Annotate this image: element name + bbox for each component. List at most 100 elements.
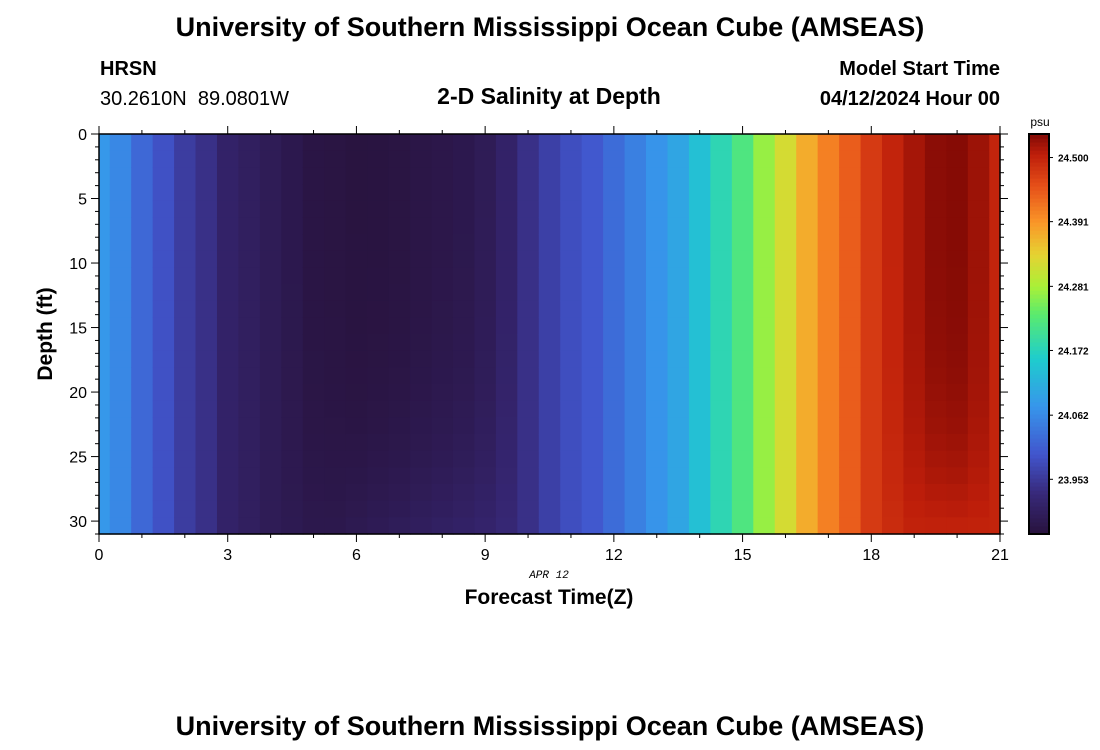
heatmap-cell [967,467,990,485]
heatmap-cell [152,250,175,268]
heatmap-cell [839,234,862,252]
colorbar-segment [1029,182,1049,187]
heatmap-cell [989,450,1001,468]
colorbar-segment [1029,498,1049,503]
colorbar-segment [1029,314,1049,319]
heatmap-cell [710,284,733,302]
heatmap-cell [495,500,518,518]
colorbar-segment [1029,394,1049,399]
heatmap-cell [946,400,969,418]
heatmap-cell [967,484,990,502]
heatmap-cell [195,317,218,335]
heatmap-cell [560,234,583,252]
heatmap-cell [860,484,883,502]
heatmap-cell [646,350,669,368]
heatmap-cell [131,417,154,435]
colorbar-segment [1029,470,1049,475]
heatmap-cell [688,284,711,302]
heatmap-cell [860,367,883,385]
heatmap-cell [109,467,132,485]
heatmap-cell [431,234,454,252]
heatmap-cell [431,317,454,335]
heatmap-cell [796,284,819,302]
heatmap-cell [603,284,626,302]
heatmap-cell [667,200,690,218]
heatmap-cell [581,384,604,402]
colorbar-segment [1029,346,1049,351]
heatmap-cell [152,217,175,235]
heatmap-cell [195,500,218,518]
heatmap-cell [731,434,754,452]
heatmap-cell [152,500,175,518]
heatmap-cell [882,184,905,202]
heatmap-cell [431,417,454,435]
heatmap-cell [238,250,261,268]
heatmap-cell [410,150,433,168]
heatmap-cell [817,300,840,318]
colorbar-segment [1029,226,1049,231]
heatmap-cell [603,134,626,152]
heatmap-cell [860,317,883,335]
heatmap-cell [388,384,411,402]
heatmap-cell [924,417,947,435]
heatmap-cell [495,234,518,252]
heatmap-cell [281,517,304,535]
heatmap-cell [967,384,990,402]
heatmap-cell [924,134,947,152]
heatmap-cell [388,167,411,185]
heatmap-cell [195,434,218,452]
heatmap-cell [474,450,497,468]
heatmap-cell [667,517,690,535]
heatmap-cell [367,217,390,235]
heatmap-cell [131,350,154,368]
colorbar-segment [1029,386,1049,391]
heatmap-cell [796,450,819,468]
heatmap-cell [452,184,476,202]
heatmap-cell [345,317,368,335]
heatmap-cell [495,334,518,352]
heatmap-cell [345,484,368,502]
heatmap-cell [924,234,947,252]
colorbar-segment [1029,342,1049,347]
heatmap-cell [603,434,626,452]
heatmap-cell [624,467,647,485]
heatmap-cell [302,434,325,452]
heatmap-cell [324,200,347,218]
heatmap-cell [195,484,218,502]
heatmap-cell [646,334,669,352]
heatmap-cell [195,334,218,352]
heatmap-cell [903,450,926,468]
heatmap-cell [131,450,154,468]
colorbar-segment [1029,150,1049,155]
heatmap-cell [817,200,840,218]
heatmap-cell [989,150,1001,168]
colorbar-segment [1029,422,1049,427]
heatmap-cell [431,134,454,152]
heatmap-cell [517,184,540,202]
heatmap-cell [431,484,454,502]
heatmap-cell [388,517,411,535]
heatmap-cell [216,517,240,535]
heatmap-cell [989,400,1001,418]
heatmap-cell [495,517,518,535]
heatmap-cell [517,384,540,402]
heatmap-cell [131,400,154,418]
heatmap-cell [796,417,819,435]
heatmap-cell [302,234,325,252]
heatmap-cell [345,200,368,218]
heatmap-cell [538,134,561,152]
heatmap-cell [302,184,325,202]
heatmap-cell [581,417,604,435]
heatmap-cell [646,384,669,402]
heatmap-cell [152,434,175,452]
heatmap-cell [774,150,797,168]
heatmap-cell [152,200,175,218]
heatmap-cell [581,300,604,318]
heatmap-cell [731,267,754,285]
heatmap-cell [860,167,883,185]
heatmap-cell [796,250,819,268]
colorbar-segment [1029,458,1049,463]
heatmap-cell [174,500,197,518]
heatmap-cell [495,184,518,202]
heatmap-cell [882,417,905,435]
